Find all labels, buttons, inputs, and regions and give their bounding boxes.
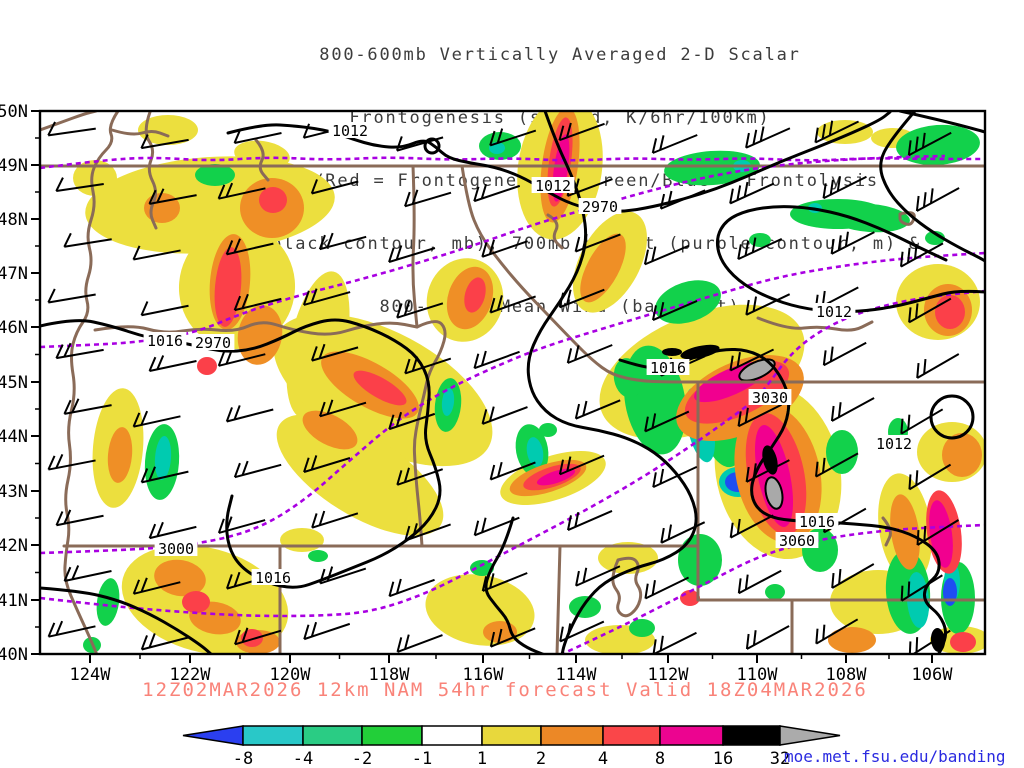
lon-tick-label: 124W <box>70 665 112 685</box>
colorbar-segment <box>421 725 483 746</box>
lat-tick-label: 50N <box>0 102 28 122</box>
colorbar-segment <box>481 725 542 746</box>
map-plot: 1012 1012 2970 1016 2970 3000 1016 1016 3030 1012… <box>0 102 987 685</box>
colorbar-tick-label: 8 <box>655 749 665 768</box>
contour-label: 2970 <box>582 198 618 216</box>
colorbar-legend: -8 -4 -2 -1 1 2 4 8 16 32 <box>182 725 841 768</box>
lon-tick-label: 112W <box>648 665 690 685</box>
lon-tick-label: 120W <box>270 665 312 685</box>
colorbar-segment <box>722 725 781 746</box>
lat-tick-label: 44N <box>0 427 28 447</box>
lat-tick-label: 42N <box>0 536 28 556</box>
contour-label: 1012 <box>816 303 852 321</box>
lat-tick-label: 48N <box>0 210 28 230</box>
lat-tick-label: 43N <box>0 482 28 502</box>
colorbar-segment <box>302 725 363 746</box>
colorbar-tick-label: -1 <box>412 749 432 768</box>
contour-label: 3000 <box>158 540 194 558</box>
colorbar-tick-label: -2 <box>352 749 372 768</box>
state-borders <box>40 111 985 654</box>
colorbar-segment <box>602 725 661 746</box>
colorbar-tick-label: 16 <box>713 749 733 768</box>
contour-label: 1012 <box>332 122 368 140</box>
height-contours <box>40 154 985 654</box>
contour-labels: 1012 1012 2970 1016 2970 3000 1016 1016 3030 1012… <box>143 122 916 587</box>
contour-label: 1012 <box>876 435 912 453</box>
lon-tick-label: 118W <box>369 665 411 685</box>
lon-axis: 124W 122W 120W 118W 116W 114W 112W 110W 108W 106W <box>70 654 954 685</box>
contour-label: 1016 <box>650 359 686 377</box>
colorbar-tick-label: 1 <box>477 749 487 768</box>
colorbar-tick-label: 32 <box>770 749 790 768</box>
contour-label: 1016 <box>255 569 291 587</box>
site-link[interactable]: moe.met.fsu.edu/banding <box>784 747 1006 766</box>
contour-label: 1016 <box>147 332 183 350</box>
colorbar-segment <box>242 725 304 746</box>
title-line-1: 800-600mb Vertically Averaged 2-D Scalar <box>319 45 801 65</box>
lat-axis: 50N 49N 48N 47N 46N 45N 44N 43N 42N 41N 40N <box>0 102 40 665</box>
lat-tick-label: 47N <box>0 264 28 284</box>
lon-tick-label: 114W <box>556 665 598 685</box>
colorbar-left-arrow <box>182 725 244 746</box>
contour-label: 3060 <box>779 532 815 550</box>
lon-tick-label: 122W <box>170 665 212 685</box>
lat-tick-label: 41N <box>0 591 28 611</box>
lon-tick-label: 110W <box>737 665 779 685</box>
colorbar-tick-label: -4 <box>293 749 313 768</box>
contour-label: 2970 <box>195 334 231 352</box>
mslp-contours <box>40 111 985 654</box>
colorbar-right-arrow <box>779 725 841 746</box>
colorbar-tick-label: -8 <box>233 749 253 768</box>
lon-tick-label: 108W <box>826 665 868 685</box>
map-interior: 1012 1012 2970 1016 2970 3000 1016 1016 3030 1012… <box>40 111 985 654</box>
contour-label: 1016 <box>799 513 835 531</box>
colorbar-segment <box>659 725 724 746</box>
contour-label: 3030 <box>752 389 788 407</box>
lon-tick-label: 116W <box>463 665 505 685</box>
lon-tick-label: 106W <box>912 665 954 685</box>
colorbar-tick-label: 4 <box>598 749 608 768</box>
forecast-caption: 12Z02MAR2026 12km NAM 54hr forecast Vali… <box>142 679 868 701</box>
colorbar-segment <box>361 725 423 746</box>
lat-tick-label: 40N <box>0 645 28 665</box>
contour-label: 1012 <box>535 177 571 195</box>
lat-tick-label: 46N <box>0 318 28 338</box>
lat-tick-label: 45N <box>0 373 28 393</box>
lat-tick-label: 49N <box>0 156 28 176</box>
colorbar-segment <box>540 725 604 746</box>
colorbar-tick-label: 2 <box>536 749 546 768</box>
